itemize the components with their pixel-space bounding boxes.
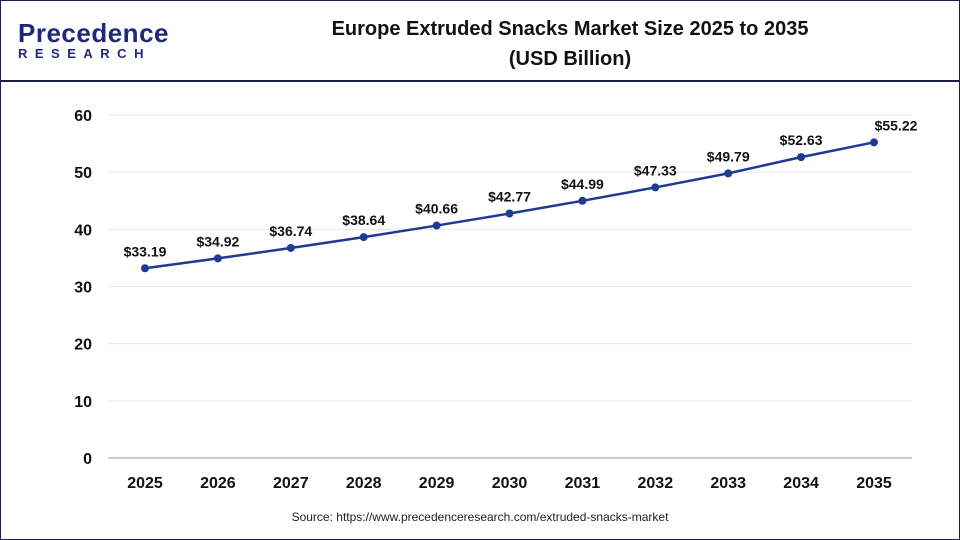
data-point <box>724 169 733 178</box>
x-tick-label: 2035 <box>856 475 892 492</box>
header-divider <box>0 80 960 82</box>
data-point <box>213 254 222 263</box>
data-label: $49.79 <box>707 148 750 164</box>
data-label: $47.33 <box>634 162 677 178</box>
x-tick-label: 2029 <box>419 475 455 492</box>
data-point <box>141 264 149 273</box>
y-tick-label: 40 <box>74 222 92 239</box>
data-label: $40.66 <box>415 201 458 217</box>
chart-title-main: Europe Extruded Snacks Market Size 2025 … <box>331 18 809 40</box>
source-note: Source: https://www.precedenceresearch.c… <box>291 510 669 524</box>
y-tick-label: 20 <box>74 337 92 354</box>
x-tick-label: 2033 <box>710 475 746 492</box>
data-label: $33.19 <box>124 243 167 259</box>
data-label: $42.77 <box>488 188 531 204</box>
data-point <box>359 233 368 242</box>
logo-line2: RESEARCH <box>18 46 151 61</box>
data-label: $52.63 <box>780 132 823 148</box>
chart-subtitle: (USD Billion) <box>508 48 632 70</box>
x-tick-label: 2030 <box>492 475 528 492</box>
y-tick-label: 0 <box>83 451 92 468</box>
x-tick-label: 2028 <box>346 475 382 492</box>
data-label: $38.64 <box>342 212 385 228</box>
data-label: $44.99 <box>561 176 604 192</box>
data-point <box>870 138 878 147</box>
data-label: $36.74 <box>269 223 312 239</box>
x-tick-label: 2032 <box>638 475 674 492</box>
x-tick-label: 2026 <box>200 475 236 492</box>
chart-title: Europe Extruded Snacks Market Size 2025 … <box>260 14 880 74</box>
data-point <box>505 209 514 218</box>
data-label: $55.22 <box>875 117 918 133</box>
data-point <box>651 183 660 192</box>
data-point <box>432 221 441 230</box>
y-tick-label: 10 <box>74 394 92 411</box>
data-point <box>578 196 587 205</box>
data-point <box>797 153 806 162</box>
x-tick-label: 2025 <box>127 475 163 492</box>
series-line <box>144 141 875 270</box>
logo-line1: Precedence <box>18 18 169 48</box>
y-tick-label: 30 <box>74 280 92 297</box>
y-tick-label: 50 <box>74 165 92 182</box>
x-tick-label: 2027 <box>273 475 309 492</box>
x-tick-label: 2031 <box>565 475 601 492</box>
y-tick-label: 60 <box>74 108 92 125</box>
data-point <box>286 243 295 252</box>
data-label: $34.92 <box>196 233 239 249</box>
precedence-research-logo: Precedence RESEARCH <box>18 20 169 61</box>
x-tick-label: 2034 <box>783 475 819 492</box>
